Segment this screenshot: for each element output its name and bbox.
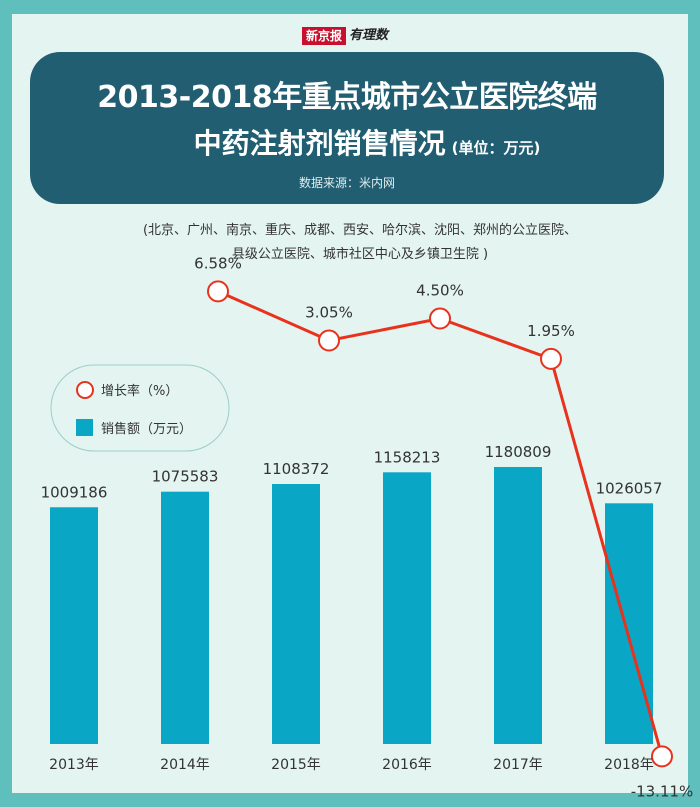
x-tick-label-2: 2015年 (271, 757, 321, 773)
line-point-5 (651, 745, 673, 768)
bar-3 (383, 472, 431, 744)
bar-value-label-2: 1108372 (263, 460, 330, 478)
chart-title-line2: 中药注射剂销售情况 (单位：万元) (30, 122, 664, 162)
subtitle-line2: 县级公立医院、城市社区中心及乡镇卫生院 ) (231, 247, 489, 262)
bars-layer: 1009186 1075583 1108372 1158213 1180809 10260… (41, 443, 663, 744)
chart-unit: (单位：万元) (451, 139, 541, 157)
line-point-4 (540, 347, 562, 370)
legend-line-label: 增长率（%） (101, 383, 178, 399)
legend-line-marker (76, 381, 94, 399)
chart-title-line2-text: 中药注射剂销售情况 (193, 127, 446, 160)
bar-5 (605, 503, 653, 744)
brand-logo-newspaper: 新京报 (302, 27, 347, 45)
line-layer: 6.58% 3.05% 4.50% 1.95% -13.11% (194, 254, 693, 800)
bar-value-label-5: 1026057 (596, 479, 663, 497)
line-point-3 (429, 307, 451, 330)
line-label-3: 4.50% (416, 282, 464, 300)
data-source: 数据来源：米内网 (298, 176, 395, 190)
chart-subtitle: (北京、广州、南京、重庆、成都、西安、哈尔滨、沈阳、郑州的公立医院、 县级公立医… (60, 219, 660, 267)
brand-logo-column: 有理数 (349, 28, 389, 43)
x-axis: 2013年 2014年 2015年 2016年 2017年 2018年 (49, 757, 654, 773)
subtitle-line1: (北京、广州、南京、重庆、成都、西安、哈尔滨、沈阳、郑州的公立医院、 (142, 223, 578, 238)
bar-value-label-4: 1180809 (485, 443, 552, 461)
legend-box (50, 364, 230, 452)
legend-bar-label: 销售额（万元） (101, 421, 192, 437)
bar-4 (494, 467, 542, 744)
x-tick-label-4: 2017年 (493, 757, 543, 773)
x-tick-label-1: 2014年 (160, 757, 210, 773)
legend-bar-marker (76, 419, 93, 436)
legend-layer: 增长率（%） 销售额（万元） (50, 364, 230, 452)
bar-value-label-3: 1158213 (374, 448, 441, 466)
x-tick-label-5: 2018年 (604, 757, 654, 773)
bar-value-label-0: 1009186 (41, 483, 108, 501)
bar-1 (161, 491, 209, 744)
line-label-1: 6.58% (194, 254, 242, 272)
x-tick-label-3: 2016年 (382, 757, 432, 773)
bar-2 (272, 483, 320, 744)
line-label-4: 1.95% (527, 322, 575, 340)
x-tick-label-0: 2013年 (49, 757, 99, 773)
bar-0 (50, 507, 98, 744)
brand-logo: 新京报 有理数 (302, 26, 388, 46)
line-point-1 (207, 280, 229, 303)
title-box: 2013-2018年重点城市公立医院终端 中药注射剂销售情况 (单位：万元) 数据… (30, 52, 664, 204)
line-label-5: -13.11% (631, 782, 694, 800)
line-label-2: 3.05% (305, 303, 353, 321)
line-point-2 (318, 329, 340, 352)
bar-value-label-1: 1075583 (152, 468, 219, 486)
chart-title-line1: 2013-2018年重点城市公立医院终端 (97, 80, 597, 115)
